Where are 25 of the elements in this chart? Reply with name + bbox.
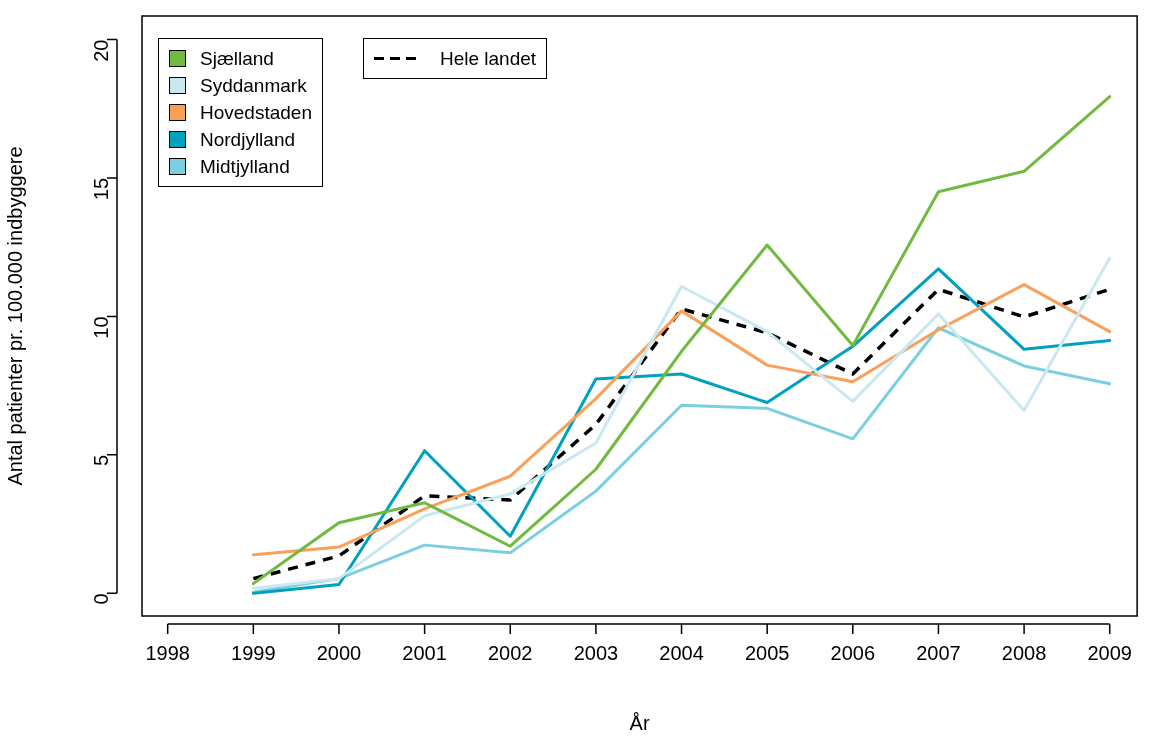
y-tick-label: 0	[89, 593, 112, 605]
x-tick-label: 2006	[830, 641, 876, 664]
legend-label: Hele landet	[439, 47, 537, 71]
y-tick-label: 15	[89, 177, 112, 201]
x-tick-label: 2002	[488, 641, 533, 664]
x-tick-label: 2007	[916, 641, 961, 664]
legend-label: Midtjylland	[200, 155, 290, 179]
x-tick-label: 2003	[573, 641, 619, 664]
y-tick-label: 10	[89, 316, 112, 339]
legend-label: Hovedstaden	[200, 101, 312, 125]
x-axis-title: År	[629, 711, 650, 734]
x-tick-label: 1999	[231, 641, 276, 664]
x-tick-label: 2005	[744, 641, 790, 664]
y-tick-label: 20	[89, 39, 112, 62]
legend-label: Syddanmark	[200, 74, 307, 98]
legend-label: Nordjylland	[200, 128, 296, 152]
x-tick-label: 1998	[145, 641, 190, 664]
x-tick-label: 2008	[1001, 641, 1047, 664]
y-tick-label: 5	[89, 454, 112, 466]
x-tick-label: 2009	[1087, 641, 1132, 664]
x-tick-label: 2000	[316, 641, 362, 664]
legend-label: Sjælland	[200, 47, 274, 71]
x-tick-label: 2001	[402, 641, 447, 664]
y-axis-title: Antal patienter pr. 100.000 indbyggere	[3, 146, 26, 486]
x-tick-label: 2004	[659, 641, 704, 664]
